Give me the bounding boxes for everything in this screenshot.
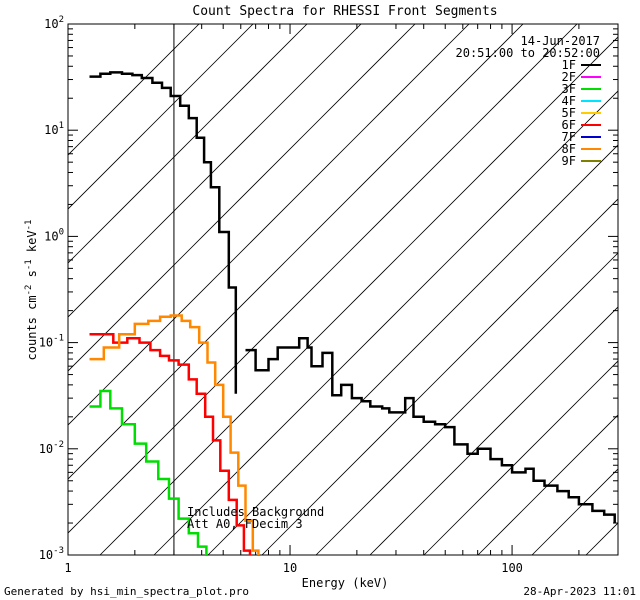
legend-label: 6F (562, 118, 576, 132)
hatch-line (68, 24, 470, 426)
time-range-label: 20:51:00 to 20:52:00 (456, 46, 601, 60)
hatch-line (315, 252, 618, 555)
hatch-line (68, 24, 254, 210)
footer-timestamp: 28-Apr-2023 11:01 (523, 585, 636, 598)
series-6f (89, 332, 252, 555)
hatch-line (369, 306, 618, 555)
hatch-line (423, 360, 618, 555)
y-axis-label-mid2: keV (25, 230, 39, 259)
annotation-line-1: Includes Background (187, 505, 324, 519)
hatch-line (153, 90, 618, 555)
y-axis-label: counts cm-2 s-1 keV-1 (24, 220, 39, 361)
hatch-line (68, 24, 416, 372)
hatch-line (68, 24, 578, 534)
plot-frame (67, 23, 619, 556)
hatch-line (68, 24, 308, 264)
legend-label: 5F (562, 106, 576, 120)
series-layer (89, 71, 616, 555)
y-tick-label: 100 (44, 227, 64, 243)
y-axis-label-exp3: -1 (24, 220, 34, 231)
hatch-line (585, 522, 618, 555)
hatch-line (68, 24, 524, 480)
legend-label: 9F (562, 154, 576, 168)
series-1f-fragments (245, 336, 616, 523)
footer-generated-by: Generated by hsi_min_spectra_plot.pro (4, 585, 249, 598)
chart-title: Count Spectra for RHESSI Front Segments (192, 4, 497, 19)
hatch-line (207, 144, 618, 555)
legend-label: 7F (562, 130, 576, 144)
y-tick-label: 101 (44, 121, 64, 137)
hatch-line (531, 468, 618, 555)
y-tick-label: 10-1 (39, 334, 64, 350)
y-tick-label: 10-3 (39, 546, 64, 562)
y-axis-label-exp2: -1 (24, 259, 34, 270)
hatch-region (68, 24, 618, 555)
hatch-line (68, 24, 362, 318)
series-8f (89, 314, 260, 555)
y-axis-label-exp1: -2 (24, 285, 34, 296)
legend-label: 1F (562, 58, 576, 72)
x-tick-label: 10 (283, 561, 297, 575)
legend-label: 3F (562, 82, 576, 96)
axis-ticks: 1 10 100 102 101 100 10-1 10-2 10-3 (39, 15, 619, 575)
series-1f (89, 71, 238, 394)
hatch-line (99, 36, 618, 555)
series-3f (89, 389, 208, 555)
y-tick-label: 10-2 (39, 440, 64, 456)
y-axis-label-base: counts cm (25, 295, 39, 360)
date-label: 14-Jun-2017 (521, 34, 600, 48)
annotation-line-2: Att A0, FDecim 3 (187, 517, 303, 531)
legend-label: 4F (562, 94, 576, 108)
hatch-line (68, 24, 200, 156)
hatch-line (261, 198, 618, 555)
y-tick-label: 102 (44, 15, 64, 31)
x-tick-label: 1 (64, 561, 71, 575)
x-tick-label: 100 (501, 561, 523, 575)
x-axis-label: Energy (keV) (302, 576, 389, 590)
legend-label: 2F (562, 70, 576, 84)
hatch-line (477, 414, 618, 555)
y-axis-label-mid1: s (25, 270, 39, 284)
legend-label: 8F (562, 142, 576, 156)
